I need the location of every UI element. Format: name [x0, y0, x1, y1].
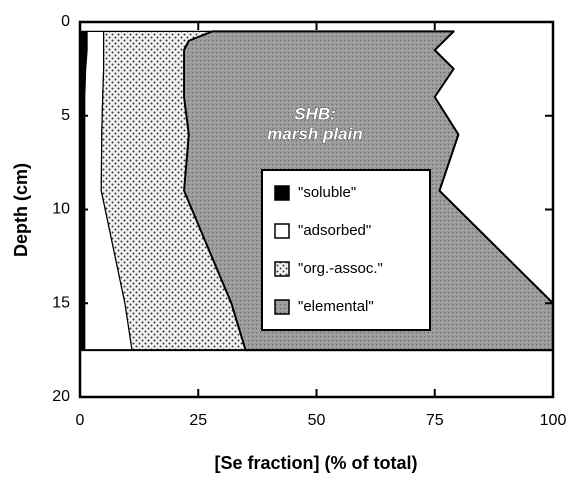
- annotation: marsh plain: [267, 124, 362, 143]
- legend-label: "elemental": [298, 298, 374, 315]
- legend-box: [261, 169, 431, 331]
- y-axis-label: Depth (cm): [11, 163, 31, 257]
- x-tick-label: 100: [540, 412, 567, 429]
- legend-swatch: [274, 299, 290, 315]
- legend-label: "adsorbed": [298, 222, 371, 239]
- x-axis-label: [Se fraction] (% of total): [215, 453, 418, 473]
- legend-swatch: [274, 223, 290, 239]
- y-tick-label: 10: [52, 201, 70, 218]
- y-tick-label: 0: [61, 13, 70, 30]
- annotation: SHB:: [294, 104, 336, 123]
- y-tick-label: 15: [52, 294, 70, 311]
- x-tick-label: 50: [308, 412, 326, 429]
- legend-swatch: [274, 185, 290, 201]
- x-tick-label: 75: [426, 412, 444, 429]
- y-tick-label: 20: [52, 388, 70, 405]
- x-tick-label: 25: [189, 412, 207, 429]
- x-tick-label: 0: [76, 412, 85, 429]
- legend-label: "org.-assoc.": [298, 260, 383, 277]
- legend-label: "soluble": [298, 184, 356, 201]
- y-tick-label: 5: [61, 107, 70, 124]
- legend-swatch: [274, 261, 290, 277]
